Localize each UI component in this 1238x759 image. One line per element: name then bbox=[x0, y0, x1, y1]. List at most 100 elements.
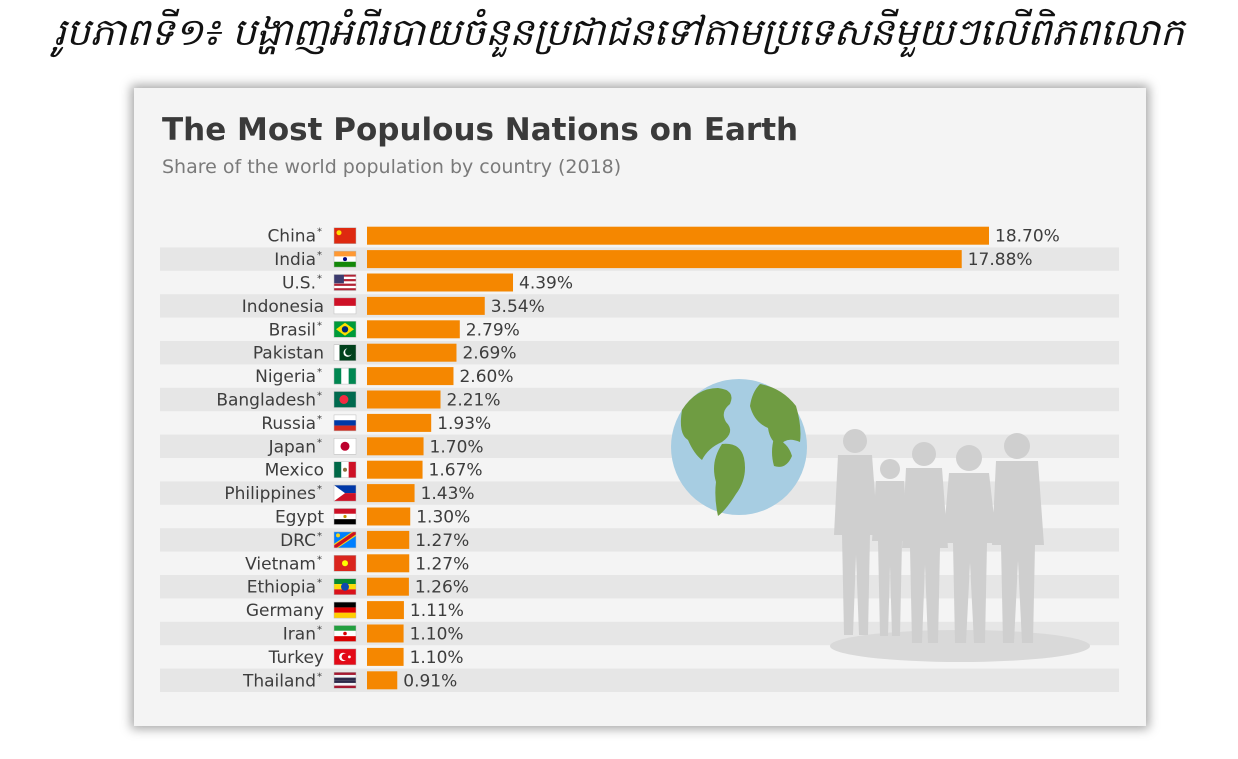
asterisk-bangladesh: * bbox=[317, 391, 322, 402]
indonesia-flag-icon bbox=[333, 297, 357, 315]
bar-japan bbox=[367, 437, 424, 456]
bar-ethiopia bbox=[367, 577, 409, 596]
row-band-thailand bbox=[160, 668, 1119, 692]
brazil-flag-icon bbox=[333, 321, 357, 338]
category-label-japan: Japan bbox=[268, 437, 316, 457]
category-label-vietnam: Vietnam bbox=[245, 554, 316, 574]
bar-drc bbox=[367, 530, 410, 549]
category-label-ethiopia: Ethiopia bbox=[247, 578, 316, 598]
asterisk-thailand: * bbox=[317, 671, 322, 682]
bar-brasil bbox=[367, 320, 460, 339]
value-label-india: 17.88% bbox=[968, 250, 1033, 270]
asterisk-china: * bbox=[317, 227, 322, 238]
chart-subtitle: Share of the world population by country… bbox=[162, 156, 622, 178]
value-label-brasil: 2.79% bbox=[466, 320, 520, 340]
flags bbox=[333, 227, 357, 689]
globe-icon bbox=[671, 379, 807, 516]
bar-mexico bbox=[367, 460, 423, 479]
bars bbox=[367, 226, 989, 690]
china-flag-icon bbox=[333, 227, 357, 244]
category-label-pakistan: Pakistan bbox=[253, 344, 324, 364]
value-label-russia: 1.93% bbox=[437, 414, 491, 434]
value-label-pakistan: 2.69% bbox=[462, 344, 516, 364]
figure-caption: រូបភាពទី១៖ បង្ហាញអំពីរបាយចំនួនប្រជាជនទៅត… bbox=[53, 10, 1185, 54]
asterisk-russia: * bbox=[317, 414, 322, 425]
category-label-u-s: U.S. bbox=[282, 274, 316, 294]
category-label-germany: Germany bbox=[246, 601, 324, 621]
value-label-iran: 1.10% bbox=[410, 625, 464, 645]
category-label-egypt: Egypt bbox=[275, 508, 324, 528]
bar-philippines bbox=[367, 484, 415, 503]
asterisk-japan: * bbox=[317, 437, 322, 448]
value-label-ethiopia: 1.26% bbox=[415, 578, 469, 598]
bar-china bbox=[367, 226, 989, 245]
category-label-indonesia: Indonesia bbox=[242, 297, 324, 317]
bar-nigeria bbox=[367, 367, 454, 386]
value-label-indonesia: 3.54% bbox=[491, 297, 545, 317]
bar-iran bbox=[367, 624, 404, 643]
value-label-mexico: 1.67% bbox=[429, 461, 483, 481]
value-label-vietnam: 1.27% bbox=[415, 554, 469, 574]
value-label-germany: 1.11% bbox=[410, 601, 464, 621]
category-label-russia: Russia bbox=[261, 414, 316, 434]
us-flag-icon bbox=[333, 274, 357, 291]
value-label-bangladesh: 2.21% bbox=[447, 391, 501, 411]
value-label-japan: 1.70% bbox=[430, 437, 484, 457]
bar-indonesia bbox=[367, 296, 485, 315]
turkey-flag-icon bbox=[333, 648, 357, 666]
asterisk-ethiopia: * bbox=[317, 578, 322, 589]
india-flag-icon bbox=[333, 250, 357, 268]
russia-flag-icon bbox=[333, 414, 357, 432]
mexico-flag-icon bbox=[333, 461, 357, 478]
value-labels: 18.70% 17.88% 4.39% 3.54% 2.79% 2.69% 2.60% 2.2… bbox=[403, 227, 1060, 692]
category-label-china: China bbox=[267, 227, 316, 247]
chart-card: The Most Populous Nations on Earth Share… bbox=[134, 88, 1146, 726]
asterisk-iran: * bbox=[317, 625, 322, 636]
ethiopia-flag-icon bbox=[333, 578, 357, 595]
asterisk-vietnam: * bbox=[317, 554, 322, 565]
bangladesh-flag-icon bbox=[333, 391, 357, 408]
egypt-flag-icon bbox=[333, 508, 357, 525]
category-label-mexico: Mexico bbox=[265, 461, 324, 481]
bar-russia bbox=[367, 413, 432, 432]
vietnam-flag-icon bbox=[333, 555, 357, 572]
bar-vietnam bbox=[367, 554, 410, 573]
value-label-philippines: 1.43% bbox=[421, 484, 475, 504]
bar-pakistan bbox=[367, 343, 457, 362]
drc-flag-icon bbox=[333, 531, 357, 549]
philippines-flag-icon bbox=[333, 484, 357, 502]
illustration bbox=[671, 379, 1090, 662]
category-label-turkey: Turkey bbox=[268, 648, 324, 668]
value-label-china: 18.70% bbox=[995, 227, 1060, 247]
bar-germany bbox=[367, 601, 404, 620]
category-label-nigeria: Nigeria bbox=[255, 367, 316, 387]
category-label-bangladesh: Bangladesh bbox=[216, 391, 316, 411]
value-label-thailand: 0.91% bbox=[403, 671, 457, 691]
bar-bangladesh bbox=[367, 390, 441, 409]
asterisk-drc: * bbox=[317, 531, 322, 542]
thailand-flag-icon bbox=[333, 672, 357, 689]
pakistan-flag-icon bbox=[333, 344, 357, 361]
category-label-iran: Iran bbox=[283, 625, 316, 645]
iran-flag-icon bbox=[333, 625, 357, 642]
germany-flag-icon bbox=[333, 601, 357, 619]
bar-u-s bbox=[367, 273, 514, 292]
nigeria-flag-icon bbox=[333, 367, 357, 385]
category-label-philippines: Philippines bbox=[224, 484, 316, 504]
asterisk-nigeria: * bbox=[317, 367, 322, 378]
bar-egypt bbox=[367, 507, 411, 526]
asterisk-india: * bbox=[317, 250, 322, 261]
people-silhouette bbox=[830, 429, 1090, 662]
category-label-drc: DRC bbox=[280, 531, 316, 551]
value-label-u-s: 4.39% bbox=[519, 274, 573, 294]
category-label-thailand: Thailand bbox=[242, 671, 316, 691]
bar-turkey bbox=[367, 647, 404, 666]
value-label-turkey: 1.10% bbox=[410, 648, 464, 668]
bar-india bbox=[367, 250, 962, 269]
category-label-brasil: Brasil bbox=[269, 320, 316, 340]
value-label-drc: 1.27% bbox=[415, 531, 469, 551]
category-label-india: India bbox=[274, 250, 316, 270]
japan-flag-icon bbox=[333, 438, 357, 455]
